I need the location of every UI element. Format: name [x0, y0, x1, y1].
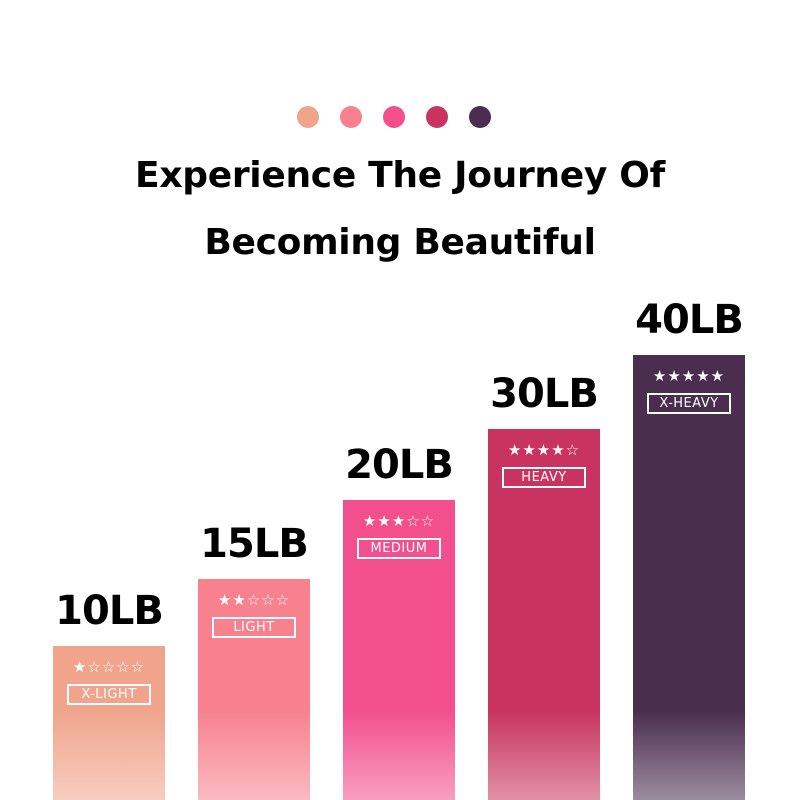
bar-value-label: 40LB: [635, 297, 744, 343]
color-dot: [426, 106, 448, 128]
level-label: X-LIGHT: [67, 684, 151, 705]
level-label: MEDIUM: [357, 538, 441, 559]
star-rating: ★★☆☆☆: [217, 591, 291, 609]
title-line-2: Becoming Beautiful: [204, 222, 596, 263]
color-dot: [383, 106, 405, 128]
bar: ★★☆☆☆ LIGHT: [198, 579, 310, 800]
color-dots: [0, 106, 800, 128]
bar: ★☆☆☆☆ X-LIGHT: [53, 646, 165, 800]
star-rating: ★★★☆☆: [362, 512, 436, 530]
bar: ★★★★★ X-HEAVY: [633, 355, 745, 800]
level-label: HEAVY: [502, 467, 586, 488]
bar: ★★★★☆ HEAVY: [488, 429, 600, 800]
bar-value-label: 15LB: [200, 521, 309, 567]
color-dot: [340, 106, 362, 128]
bar: ★★★☆☆ MEDIUM: [343, 500, 455, 800]
level-label: LIGHT: [212, 617, 296, 638]
bar-value-label: 30LB: [490, 371, 599, 417]
star-rating: ★★★★☆: [507, 441, 581, 459]
color-dot: [297, 106, 319, 128]
star-rating: ★☆☆☆☆: [72, 658, 146, 676]
level-label: X-HEAVY: [647, 393, 731, 414]
title-line-1: Experience The Journey Of: [135, 155, 665, 196]
color-dot: [469, 106, 491, 128]
star-rating: ★★★★★: [652, 367, 726, 385]
bar-value-label: 10LB: [55, 588, 164, 634]
bar-value-label: 20LB: [345, 442, 454, 488]
